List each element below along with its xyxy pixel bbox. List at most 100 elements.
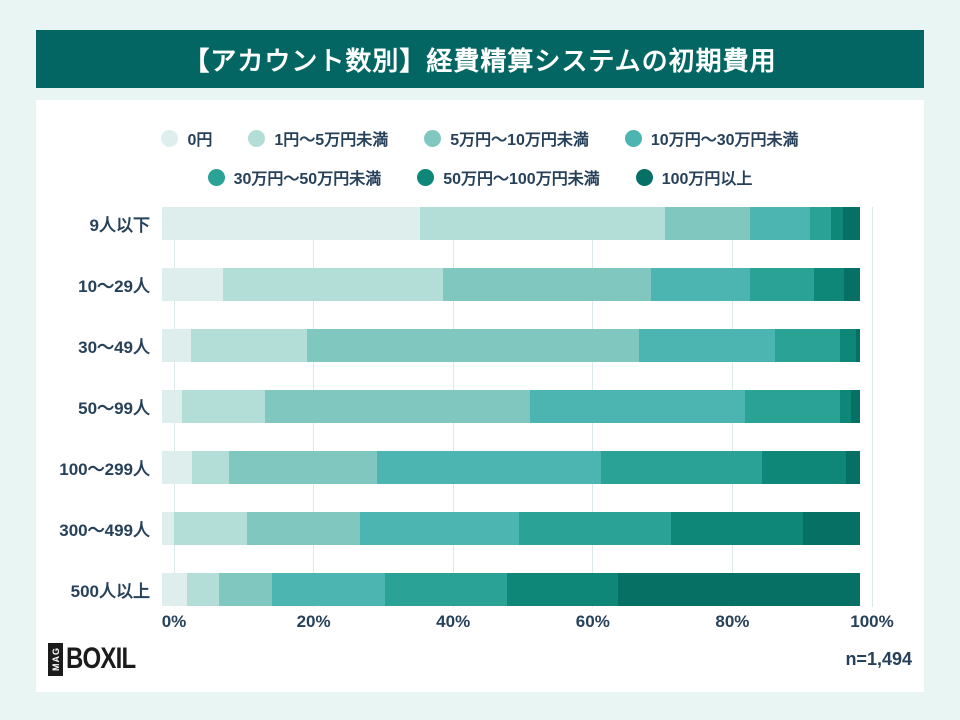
bar-segment (856, 329, 860, 362)
legend-label: 50万円〜100万円未満 (443, 171, 600, 188)
bar-segment (247, 512, 360, 545)
stacked-bar-chart: 9人以下 10〜29人 30〜49人 50〜99人 100〜299人 300〜499人 50… (36, 207, 924, 636)
stacked-bar (162, 573, 860, 606)
bar-segment (162, 390, 183, 423)
bar-row: 30〜49人 (36, 329, 924, 362)
bar-segment (219, 573, 273, 606)
bar-segment (601, 451, 763, 484)
bar-segment (307, 329, 639, 362)
bar-row: 10〜29人 (36, 268, 924, 301)
bar-segment (264, 390, 530, 423)
bar-segment (638, 329, 775, 362)
bar-segment (228, 451, 377, 484)
bar-segment (507, 573, 618, 606)
x-axis-tick-label: 60% (575, 612, 610, 631)
category-label: 30〜49人 (78, 338, 150, 357)
category-label: 100〜299人 (59, 460, 150, 479)
bar-row: 9人以下 (36, 207, 924, 240)
bar-row: 50〜99人 (36, 390, 924, 423)
mag-logo-badge: MAG (48, 642, 63, 676)
category-label: 9人以下 (89, 216, 150, 235)
panel-footer: MAG BOXIL n=1,494 (48, 642, 912, 676)
bar-segment (173, 512, 248, 545)
bar-segment (187, 573, 220, 606)
stacked-bar (162, 512, 860, 545)
chart-plot-area: 9人以下 10〜29人 30〜49人 50〜99人 100〜299人 300〜499人 50… (36, 207, 924, 607)
x-axis-tick-label: 100% (850, 612, 894, 631)
category-label: 10〜29人 (78, 277, 150, 296)
legend-color-dot-icon (248, 129, 266, 147)
legend-color-dot-icon (417, 168, 435, 186)
chart-legend: 0円 1円〜5万円未満 5万円〜10万円未満 10万円〜30万円未満 30万円〜50万円… (36, 126, 924, 189)
chart-panel: 0円 1円〜5万円未満 5万円〜10万円未満 10万円〜30万円未満 30万円〜50万円… (36, 100, 924, 692)
x-axis-tick-label: 80% (715, 612, 750, 631)
legend-color-dot-icon (424, 129, 442, 147)
bar-segment (664, 207, 751, 240)
legend-label: 1円〜5万円未満 (274, 132, 389, 149)
bar-segment (850, 390, 860, 423)
bar-segment (162, 329, 191, 362)
legend-item: 0円 (161, 126, 212, 150)
bar-segment (802, 512, 860, 545)
bar-segment (840, 329, 857, 362)
bar-segment (162, 451, 192, 484)
bar-segment (762, 451, 846, 484)
legend-label: 100万円以上 (661, 171, 753, 188)
bar-segment (162, 268, 224, 301)
bar-segment (162, 512, 174, 545)
bar-segment (809, 207, 832, 240)
legend-item: 5万円〜10万円未満 (424, 126, 589, 150)
x-axis-tick-label: 40% (436, 612, 471, 631)
stacked-bar (162, 329, 860, 362)
legend-item: 100万円以上 (635, 165, 753, 189)
bar-row: 500人以上 (36, 573, 924, 606)
bar-segment (750, 207, 810, 240)
x-axis-tick-label: 20% (296, 612, 331, 631)
legend-label: 5万円〜10万円未満 (450, 132, 589, 149)
stacked-bar (162, 390, 860, 423)
bar-segment (162, 573, 188, 606)
bar-segment (223, 268, 443, 301)
legend-row: 0円 1円〜5万円未満 5万円〜10万円未満 10万円〜30万円未満 (36, 126, 924, 150)
bar-segment (162, 207, 421, 240)
bar-rows: 9人以下 10〜29人 30〜49人 50〜99人 100〜299人 300〜499人 50… (36, 207, 924, 606)
bar-row: 100〜299人 (36, 451, 924, 484)
bar-segment (839, 390, 851, 423)
page-title: 【アカウント数別】経費精算システムの初期費用 (183, 45, 777, 76)
title-bar: 【アカウント数別】経費精算システムの初期費用 (36, 30, 924, 88)
bar-segment (749, 268, 814, 301)
bar-segment (774, 329, 841, 362)
bar-segment (192, 451, 229, 484)
category-label: 500人以上 (70, 582, 150, 601)
stacked-bar (162, 268, 860, 301)
legend-item: 30万円〜50万円未満 (207, 165, 381, 189)
bar-segment (845, 451, 860, 484)
bar-segment (617, 573, 860, 606)
bar-segment (442, 268, 652, 301)
bar-segment (182, 390, 265, 423)
legend-color-dot-icon (624, 129, 642, 147)
boxil-logo-text: BOXIL (66, 642, 136, 675)
bar-segment (518, 512, 671, 545)
bar-segment (376, 451, 601, 484)
legend-item: 1円〜5万円未満 (248, 126, 388, 150)
stacked-bar (162, 451, 860, 484)
stacked-bar (162, 207, 860, 240)
bar-segment (384, 573, 508, 606)
bar-segment (272, 573, 385, 606)
bar-segment (813, 268, 844, 301)
mag-logo-text: MAG (50, 647, 61, 671)
legend-label: 10万円〜30万円未満 (650, 132, 799, 149)
bar-segment (842, 207, 860, 240)
legend-color-dot-icon (207, 168, 225, 186)
sample-size-label: n=1,494 (845, 648, 912, 669)
bar-segment (843, 268, 860, 301)
bar-row: 300〜499人 (36, 512, 924, 545)
bar-segment (529, 390, 745, 423)
legend-item: 50万円〜100万円未満 (417, 165, 600, 189)
legend-color-dot-icon (161, 129, 179, 147)
x-axis-tick-label: 0% (161, 612, 187, 631)
x-axis: 0% 20% 40% 60% 80% 100% (162, 610, 894, 636)
bar-segment (831, 207, 843, 240)
legend-label: 0円 (187, 132, 213, 149)
